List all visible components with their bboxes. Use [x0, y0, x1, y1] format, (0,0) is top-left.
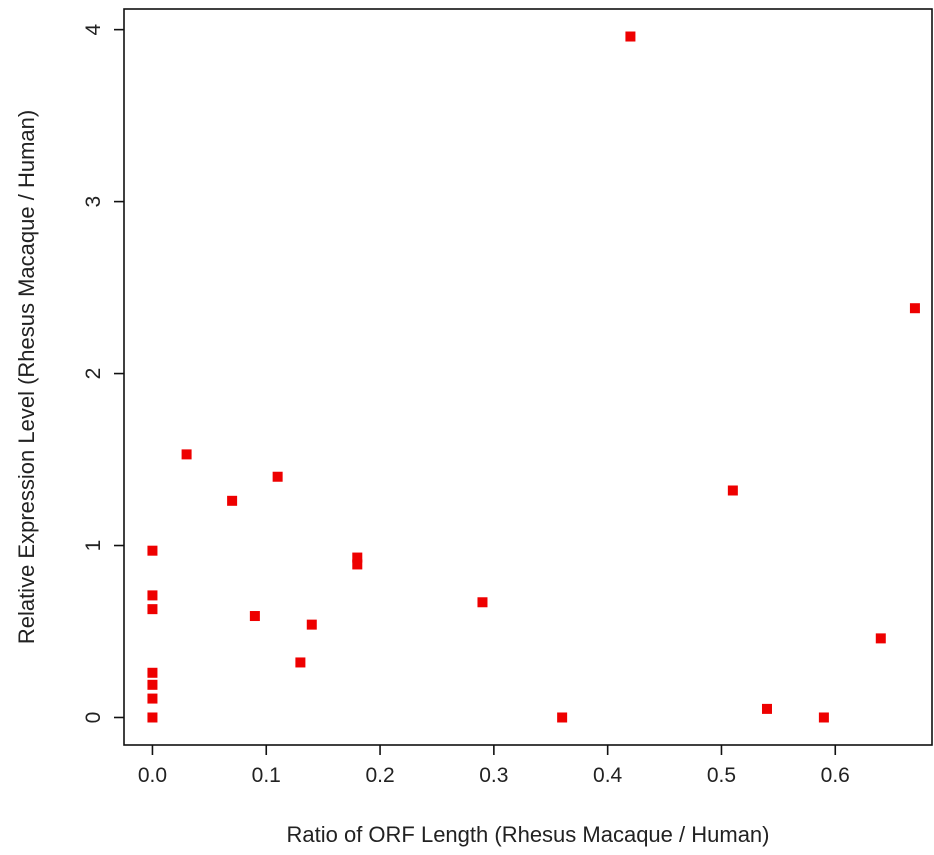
x-tick-label: 0.6: [821, 764, 850, 787]
y-axis: 0 1 2 3 4: [82, 23, 124, 723]
data-point: [249, 611, 260, 622]
data-point: [295, 657, 306, 668]
x-axis: 0.0 0.1 0.2 0.3 0.4 0.5 0.6: [138, 745, 850, 787]
x-tick-label: 0.1: [252, 764, 281, 787]
y-tick-label: 2: [82, 368, 105, 380]
data-point: [818, 712, 829, 723]
data-point: [147, 545, 158, 556]
data-point: [147, 679, 158, 690]
data-point: [761, 703, 772, 714]
data-point: [477, 597, 488, 608]
x-tick-label: 0.3: [479, 764, 508, 787]
data-point: [147, 667, 158, 678]
x-tick-label: 0.5: [707, 764, 736, 787]
data-point: [557, 712, 568, 723]
data-point: [272, 471, 283, 482]
data-point: [909, 303, 920, 314]
data-point: [875, 633, 886, 644]
data-point: [727, 485, 738, 496]
data-points: [147, 31, 920, 723]
data-point: [147, 712, 158, 723]
y-tick-label: 3: [82, 196, 105, 208]
data-point: [147, 693, 158, 704]
data-point: [227, 495, 238, 506]
y-axis-title: Relative Expression Level (Rhesus Macaqu…: [14, 110, 39, 644]
data-point: [306, 619, 317, 630]
data-point: [181, 449, 192, 460]
y-tick-label: 4: [82, 23, 105, 35]
data-point: [625, 31, 636, 42]
x-tick-label: 0.2: [365, 764, 394, 787]
data-point: [352, 552, 363, 563]
y-tick-label: 0: [82, 712, 105, 724]
data-point: [147, 604, 158, 615]
y-tick-label: 1: [82, 540, 105, 552]
data-point: [147, 590, 158, 601]
plot-frame: [123, 8, 933, 746]
x-tick-label: 0.0: [138, 764, 167, 787]
x-tick-label: 0.4: [593, 764, 623, 787]
data-point: [352, 559, 363, 570]
x-axis-title: Ratio of ORF Length (Rhesus Macaque / Hu…: [286, 822, 769, 847]
